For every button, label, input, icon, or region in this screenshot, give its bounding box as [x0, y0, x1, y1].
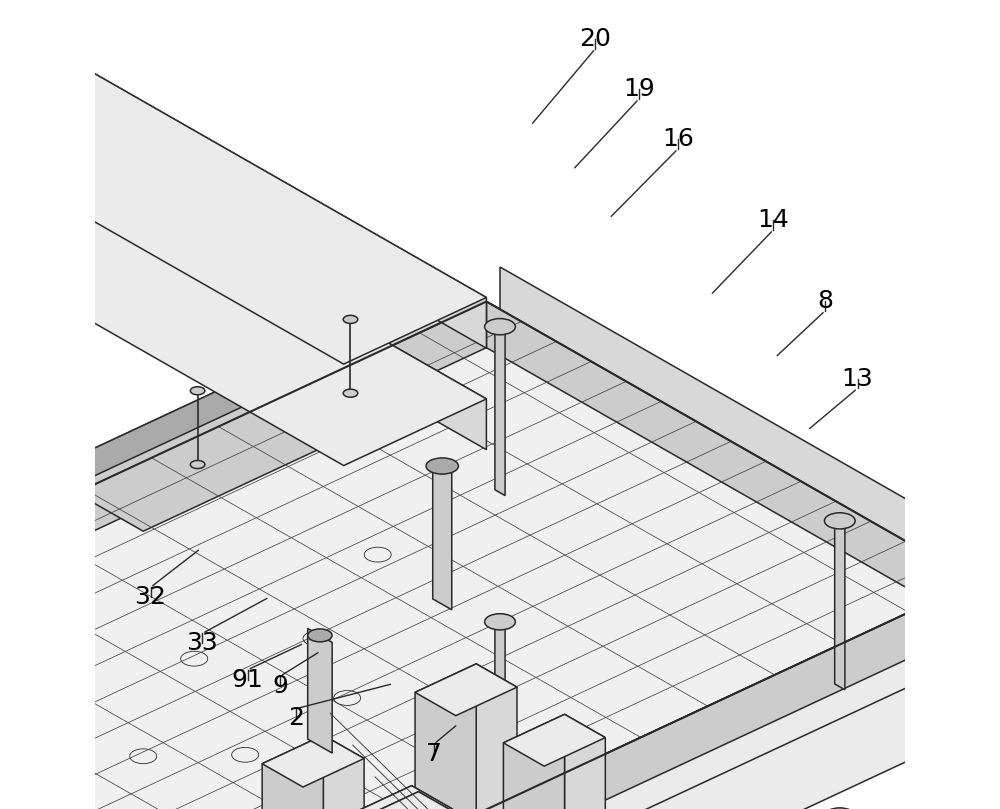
Polygon shape	[109, 769, 738, 809]
Text: 14: 14	[758, 208, 789, 232]
Text: 32: 32	[135, 585, 166, 609]
Polygon shape	[143, 384, 381, 499]
Polygon shape	[350, 786, 412, 809]
Ellipse shape	[824, 513, 855, 529]
Ellipse shape	[485, 319, 515, 335]
Text: 20: 20	[580, 27, 611, 51]
Text: 7: 7	[426, 742, 442, 766]
Polygon shape	[79, 65, 486, 348]
Polygon shape	[266, 792, 500, 809]
Ellipse shape	[426, 458, 458, 474]
Text: 2: 2	[288, 706, 304, 731]
Text: 91: 91	[232, 667, 263, 692]
Polygon shape	[0, 302, 976, 809]
Polygon shape	[495, 619, 505, 790]
Polygon shape	[835, 518, 845, 690]
Ellipse shape	[308, 629, 332, 642]
Polygon shape	[495, 324, 505, 496]
Polygon shape	[347, 384, 381, 404]
Polygon shape	[415, 664, 517, 716]
Polygon shape	[415, 664, 476, 809]
Polygon shape	[262, 735, 364, 787]
Polygon shape	[476, 664, 517, 809]
Text: 9: 9	[272, 674, 288, 698]
Polygon shape	[350, 786, 452, 809]
Polygon shape	[79, 166, 486, 450]
Polygon shape	[0, 166, 486, 465]
Polygon shape	[323, 735, 364, 809]
Polygon shape	[503, 714, 565, 809]
Text: 13: 13	[842, 366, 873, 391]
Text: 19: 19	[623, 77, 655, 101]
Polygon shape	[306, 748, 398, 809]
Polygon shape	[459, 286, 1000, 624]
Polygon shape	[433, 460, 452, 610]
Polygon shape	[0, 65, 486, 364]
Polygon shape	[500, 267, 1000, 624]
Ellipse shape	[190, 460, 205, 468]
Polygon shape	[0, 723, 65, 809]
Polygon shape	[503, 714, 605, 766]
Polygon shape	[0, 166, 79, 283]
Polygon shape	[0, 286, 459, 769]
Polygon shape	[245, 378, 347, 464]
Polygon shape	[486, 302, 976, 627]
Polygon shape	[308, 629, 332, 753]
Polygon shape	[266, 792, 418, 809]
Text: 8: 8	[817, 289, 833, 313]
Polygon shape	[41, 378, 347, 532]
Polygon shape	[0, 302, 486, 786]
Polygon shape	[38, 581, 976, 809]
Text: 33: 33	[186, 631, 218, 655]
Polygon shape	[41, 378, 245, 501]
Polygon shape	[418, 792, 500, 809]
Polygon shape	[466, 769, 738, 809]
Polygon shape	[412, 786, 452, 809]
Polygon shape	[565, 714, 605, 809]
Ellipse shape	[824, 808, 855, 809]
Ellipse shape	[485, 614, 515, 630]
Polygon shape	[0, 387, 1000, 809]
Polygon shape	[0, 65, 79, 182]
Polygon shape	[109, 769, 466, 809]
Polygon shape	[0, 313, 1000, 809]
Polygon shape	[0, 313, 500, 809]
Polygon shape	[0, 739, 38, 809]
Ellipse shape	[343, 316, 358, 324]
Polygon shape	[0, 387, 500, 809]
Polygon shape	[0, 789, 24, 809]
Polygon shape	[306, 791, 313, 809]
Polygon shape	[38, 581, 1000, 809]
Ellipse shape	[190, 387, 205, 395]
Polygon shape	[184, 805, 276, 809]
Text: 16: 16	[662, 127, 694, 151]
Polygon shape	[0, 682, 500, 809]
Polygon shape	[0, 642, 72, 809]
Polygon shape	[262, 735, 323, 809]
Polygon shape	[0, 682, 1000, 809]
Ellipse shape	[343, 389, 358, 397]
